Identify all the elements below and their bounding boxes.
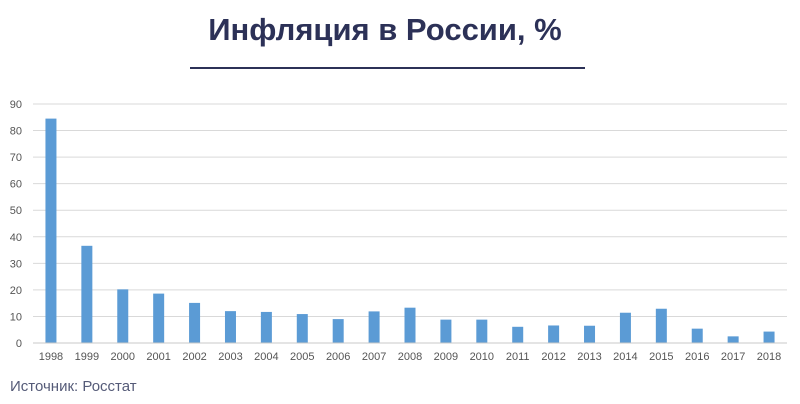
bar-2008 [404, 307, 416, 343]
x-tick-label: 2013 [577, 351, 601, 363]
y-tick-label: 10 [10, 311, 22, 323]
x-tick-label: 2016 [685, 351, 709, 363]
y-tick-label: 80 [10, 126, 22, 138]
x-tick-label: 2007 [362, 351, 386, 363]
x-tick-label: 2001 [146, 351, 170, 363]
bar-2002 [189, 302, 201, 343]
bar-2017 [727, 336, 739, 343]
bar-2007 [368, 311, 380, 343]
y-tick-label: 70 [10, 152, 22, 164]
x-tick-label: 2003 [218, 351, 242, 363]
bar-2000 [117, 289, 129, 343]
y-tick-label: 60 [10, 179, 22, 191]
x-tick-label: 2009 [434, 351, 458, 363]
bar-2016 [691, 328, 703, 343]
x-tick-label: 2012 [541, 351, 565, 363]
bar-2018 [763, 331, 775, 343]
x-tick-label: 1998 [39, 351, 63, 363]
x-tick-label: 1999 [75, 351, 99, 363]
x-tick-label: 2011 [506, 351, 530, 363]
bar-2015 [655, 308, 667, 343]
bar-2005 [296, 314, 308, 343]
y-axis-ticks: 0 10 20 30 40 50 60 70 80 90 [10, 99, 22, 350]
x-tick-label: 2008 [398, 351, 422, 363]
bars [45, 118, 775, 343]
x-tick-label: 2014 [613, 351, 637, 363]
x-axis-ticks: 1998 1999 2000 2001 2002 2003 2004 2005 2006 2007… [39, 351, 782, 363]
y-tick-label: 30 [10, 258, 22, 270]
bar-2013 [584, 325, 596, 343]
x-tick-label: 2010 [470, 351, 494, 363]
y-tick-label: 0 [16, 338, 22, 350]
page-title: Инфляция в России, % [208, 12, 562, 47]
x-tick-label: 2006 [326, 351, 350, 363]
y-tick-label: 90 [10, 99, 22, 111]
bar-2011 [512, 326, 524, 343]
y-tick-label: 20 [10, 285, 22, 297]
bar-1998 [45, 118, 57, 343]
x-tick-label: 2018 [757, 351, 781, 363]
x-tick-label: 2004 [254, 351, 278, 363]
bar-2001 [153, 293, 165, 343]
source-note: Источник: Росстат [10, 378, 137, 395]
title-underline [190, 67, 585, 69]
x-tick-label: 2017 [721, 351, 745, 363]
x-tick-label: 2005 [290, 351, 314, 363]
bar-2010 [476, 319, 488, 343]
bar-2004 [260, 311, 272, 343]
bar-2003 [224, 311, 236, 343]
bar-2014 [619, 312, 631, 343]
x-tick-label: 2015 [649, 351, 673, 363]
x-tick-label: 2002 [182, 351, 206, 363]
y-tick-label: 50 [10, 205, 22, 217]
bar-2012 [548, 325, 560, 343]
bar-2009 [440, 319, 452, 343]
bar-1999 [81, 245, 93, 343]
grid-lines [33, 103, 787, 317]
bar-2006 [332, 319, 344, 343]
x-tick-label: 2000 [111, 351, 135, 363]
y-tick-label: 40 [10, 232, 22, 244]
